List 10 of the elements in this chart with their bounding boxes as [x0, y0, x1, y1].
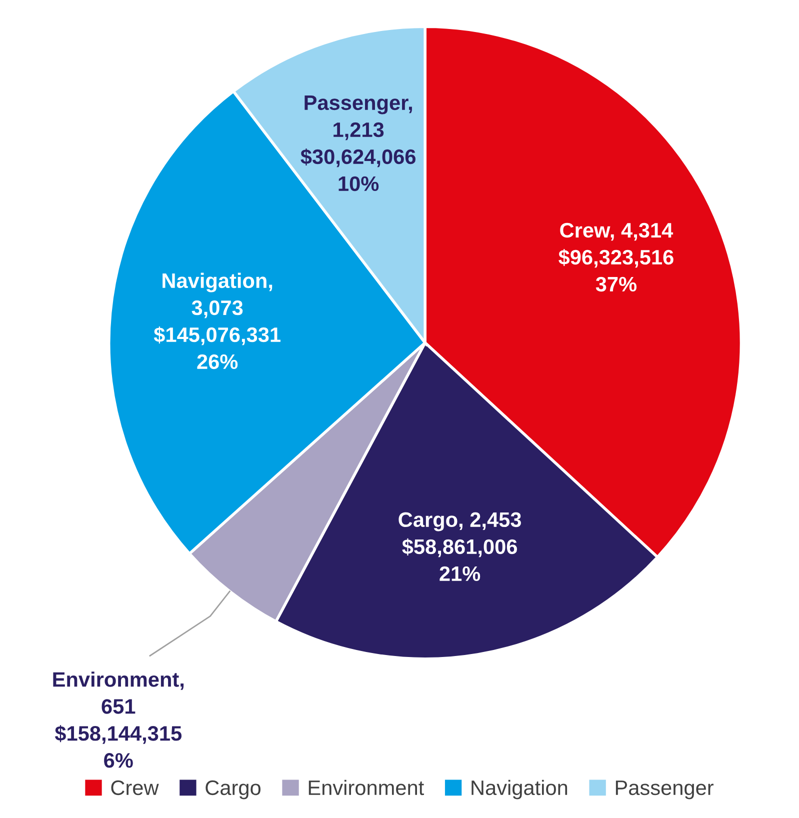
data-label: Navigation, 3,073 $145,076,331 26% — [154, 272, 280, 370]
legend-label: Environment — [308, 780, 424, 796]
data-label: Crew, 4,314 $96,323,516 37% — [558, 222, 674, 292]
legend-label: Passenger — [616, 780, 714, 800]
data-label: Cargo, 2,453 $58,861,006 21% — [398, 512, 522, 582]
legend-label: Cargo — [206, 780, 260, 800]
data-label: Passenger, 1,213 $30,624,066 10% — [300, 96, 416, 192]
data-label: Environment, 651 $158,144,315 6% — [53, 672, 184, 768]
legend-label: Navigation — [472, 780, 568, 800]
legend-label: Crew — [111, 780, 159, 796]
